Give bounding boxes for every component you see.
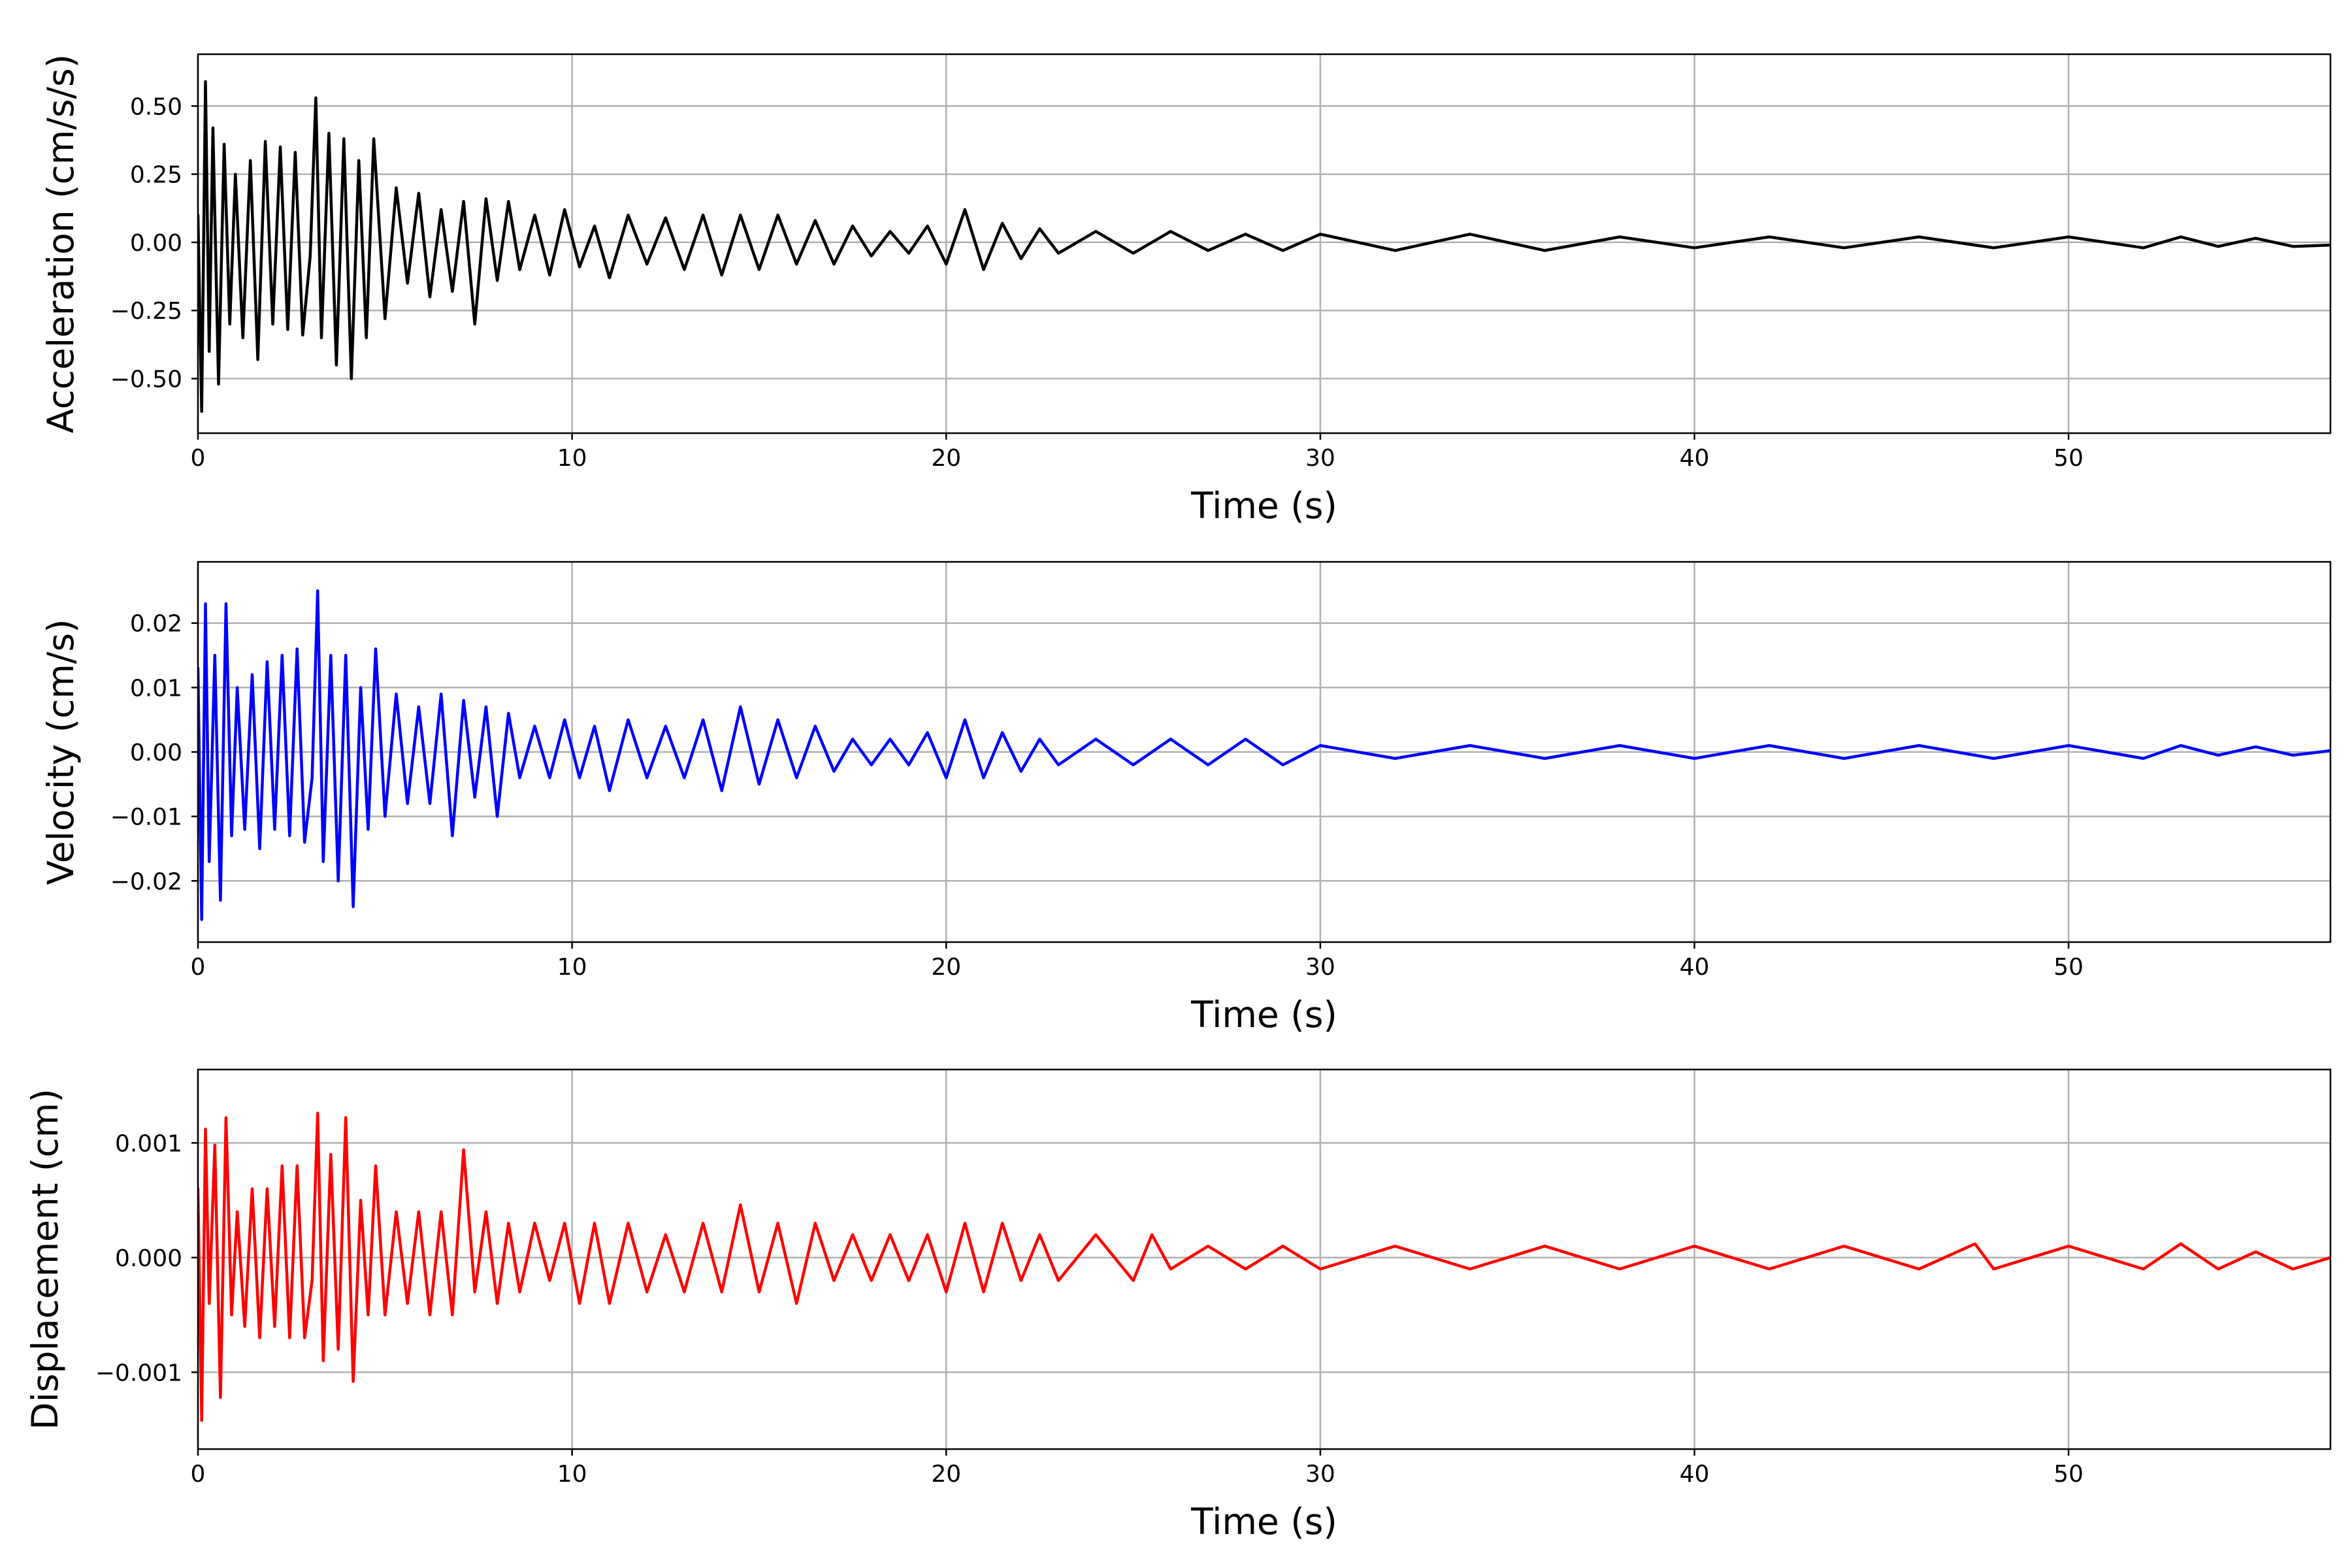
y-tick-label: 0.02 bbox=[130, 611, 182, 638]
x-axis-label: Time (s) bbox=[1190, 1501, 1337, 1543]
x-tick-label: 50 bbox=[2053, 954, 2083, 981]
x-tick-label: 20 bbox=[931, 954, 961, 981]
y-tick-label: 0.50 bbox=[130, 93, 182, 120]
x-tick-label: 10 bbox=[557, 1461, 587, 1488]
y-tick-label: −0.25 bbox=[110, 298, 182, 325]
x-tick-label: 10 bbox=[557, 445, 587, 472]
grid bbox=[197, 54, 2330, 433]
x-tick-label: 50 bbox=[2053, 445, 2083, 472]
x-tick-label: 0 bbox=[191, 954, 206, 981]
x-tick-label: 30 bbox=[1305, 445, 1335, 472]
displacement-subplot: 0 10 20 30 40 50 −0.001 0.000 0.001 Time (s) Displ… bbox=[24, 1068, 2332, 1543]
x-tick-label: 30 bbox=[1305, 954, 1335, 981]
plot-frame bbox=[197, 1068, 2332, 1450]
y-tick-label: −0.50 bbox=[110, 367, 182, 393]
x-tick-label: 0 bbox=[191, 445, 206, 472]
y-tick-label: 0.000 bbox=[115, 1245, 182, 1272]
y-tick-label: 0.01 bbox=[130, 675, 182, 702]
y-tick-label: 0.00 bbox=[130, 740, 182, 766]
x-tick-label: 20 bbox=[931, 1461, 961, 1488]
y-axis-label: Displacement (cm) bbox=[24, 1088, 66, 1429]
x-tick-label: 10 bbox=[557, 954, 587, 981]
series-line bbox=[198, 1111, 2330, 1422]
y-tick-label: 0.00 bbox=[130, 230, 182, 257]
y-tick-label: −0.02 bbox=[110, 868, 182, 895]
series-line bbox=[198, 589, 2330, 921]
x-tick-label: 40 bbox=[1680, 1461, 1710, 1488]
y-tick-label: 0.001 bbox=[115, 1130, 182, 1157]
y-tick-label: 0.25 bbox=[130, 162, 182, 189]
x-tick-label: 0 bbox=[191, 1461, 206, 1488]
acceleration-subplot: 0 10 20 30 40 50 −0.50 −0.25 0.00 0.25 0.50 Time (s… bbox=[40, 53, 2332, 527]
x-tick-label: 20 bbox=[931, 445, 961, 472]
x-axis-label: Time (s) bbox=[1190, 994, 1337, 1036]
x-axis-label: Time (s) bbox=[1190, 485, 1337, 527]
y-axis-label: Acceleration (cm/s/s) bbox=[40, 54, 82, 433]
grid bbox=[197, 562, 2330, 942]
series-line bbox=[198, 80, 2330, 413]
plot-frame bbox=[197, 53, 2332, 434]
x-tick-label: 30 bbox=[1305, 1461, 1335, 1488]
y-tick-label: −0.001 bbox=[95, 1360, 182, 1386]
velocity-subplot: 0 10 20 30 40 50 −0.02 −0.01 0.00 0.01 0.02 Time (s… bbox=[40, 561, 2332, 1036]
x-tick-label: 40 bbox=[1680, 445, 1710, 472]
y-axis-label: Velocity (cm/s) bbox=[40, 619, 82, 885]
x-tick-label: 40 bbox=[1680, 954, 1710, 981]
x-tick-label: 50 bbox=[2053, 1461, 2083, 1488]
y-tick-label: −0.01 bbox=[110, 804, 182, 831]
